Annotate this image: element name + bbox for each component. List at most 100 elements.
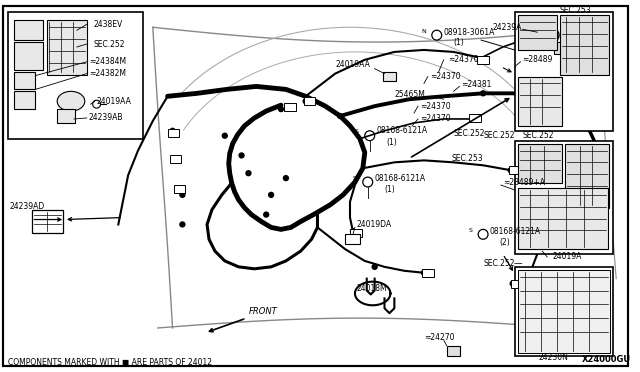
Text: SEC.252: SEC.252: [454, 129, 485, 138]
Text: ≂24270: ≂24270: [424, 333, 454, 342]
Bar: [511, 280, 522, 288]
Circle shape: [510, 281, 515, 286]
Circle shape: [351, 229, 355, 234]
Text: ≂28489: ≂28489: [522, 55, 553, 64]
Text: X24000GU: X24000GU: [582, 355, 631, 364]
Bar: [554, 42, 572, 54]
Text: SEC.252: SEC.252: [483, 131, 515, 140]
Bar: [284, 103, 296, 111]
Circle shape: [175, 158, 180, 163]
Text: 24019AA: 24019AA: [335, 60, 370, 69]
Bar: [8, 13, 143, 139]
Bar: [518, 188, 608, 249]
Bar: [14, 42, 44, 70]
Text: S: S: [468, 228, 472, 233]
Circle shape: [303, 99, 308, 104]
Text: 24019A: 24019A: [552, 253, 582, 262]
Circle shape: [180, 222, 185, 227]
Bar: [477, 56, 489, 64]
Bar: [518, 270, 611, 353]
Circle shape: [170, 128, 175, 133]
Text: ≂24370: ≂24370: [420, 115, 451, 124]
Text: 25465M: 25465M: [394, 90, 425, 99]
Bar: [345, 234, 360, 244]
Bar: [422, 269, 434, 277]
Bar: [168, 129, 179, 137]
Circle shape: [471, 116, 476, 121]
Bar: [518, 16, 557, 50]
Bar: [560, 16, 609, 75]
Text: 24230N: 24230N: [538, 353, 568, 362]
Text: 24018M: 24018M: [357, 284, 388, 293]
Text: SEC.252: SEC.252: [522, 131, 554, 140]
Bar: [518, 144, 562, 183]
Circle shape: [535, 94, 540, 99]
Ellipse shape: [535, 26, 559, 44]
Text: ≂24382M: ≂24382M: [89, 69, 125, 78]
Circle shape: [239, 153, 244, 158]
Bar: [14, 92, 35, 109]
Bar: [515, 267, 613, 356]
Circle shape: [269, 192, 273, 197]
Text: 08168-6121A: 08168-6121A: [490, 227, 541, 236]
Circle shape: [508, 168, 513, 173]
Circle shape: [372, 264, 377, 269]
Circle shape: [422, 270, 426, 275]
Bar: [509, 166, 520, 174]
Text: ≂24381: ≂24381: [461, 80, 492, 89]
Text: COMPONENTS MARKED WITH ■ ARE PARTS OF 24012: COMPONENTS MARKED WITH ■ ARE PARTS OF 24…: [8, 357, 212, 366]
Bar: [515, 141, 613, 254]
Bar: [303, 97, 316, 105]
Bar: [350, 230, 362, 237]
Text: (1): (1): [387, 138, 397, 147]
Text: 08168-6121A: 08168-6121A: [376, 126, 428, 135]
Text: (1): (1): [454, 38, 464, 46]
Text: 24239A: 24239A: [493, 23, 522, 32]
Text: ≂24370: ≂24370: [449, 55, 479, 64]
Circle shape: [180, 192, 185, 197]
Text: N: N: [422, 29, 426, 34]
Bar: [518, 77, 562, 126]
Bar: [383, 72, 396, 81]
Bar: [173, 185, 186, 193]
Circle shape: [222, 133, 227, 138]
Text: 08168-6121A: 08168-6121A: [374, 174, 426, 183]
Circle shape: [246, 171, 251, 176]
Text: SEC.252: SEC.252: [93, 39, 125, 48]
Bar: [469, 114, 481, 122]
Text: SEC.252―: SEC.252―: [483, 259, 522, 268]
Bar: [57, 109, 75, 123]
Text: 08918-3061A: 08918-3061A: [444, 28, 495, 37]
Circle shape: [481, 91, 486, 96]
Bar: [14, 20, 44, 40]
Bar: [47, 20, 87, 75]
Text: (1): (1): [385, 186, 396, 195]
Text: ≂24384M: ≂24384M: [89, 57, 126, 66]
Circle shape: [284, 176, 289, 180]
Text: (2): (2): [500, 238, 511, 247]
Bar: [447, 346, 460, 356]
Text: ≂28489+A: ≂28489+A: [503, 177, 545, 186]
Text: S: S: [355, 129, 359, 134]
Ellipse shape: [57, 92, 84, 111]
Text: ≂24370: ≂24370: [430, 72, 460, 81]
Circle shape: [264, 212, 269, 217]
Text: SEC.253: SEC.253: [452, 154, 483, 163]
Text: 24019AA: 24019AA: [97, 97, 131, 106]
Bar: [565, 144, 609, 208]
Bar: [31, 210, 63, 233]
Text: 24239AB: 24239AB: [89, 113, 124, 122]
Bar: [515, 13, 613, 131]
Bar: [170, 155, 181, 163]
Text: SEC.253: SEC.253: [560, 6, 591, 15]
Text: ≂24370: ≂24370: [420, 102, 451, 110]
Bar: [14, 72, 35, 89]
Text: 24019DA: 24019DA: [357, 220, 392, 229]
Text: FRONT: FRONT: [248, 307, 277, 316]
Bar: [536, 92, 548, 99]
Text: 2438EV: 2438EV: [93, 20, 123, 29]
Circle shape: [338, 113, 342, 118]
Text: S: S: [353, 176, 357, 181]
Text: 24239AD: 24239AD: [10, 202, 45, 211]
Circle shape: [278, 107, 284, 112]
